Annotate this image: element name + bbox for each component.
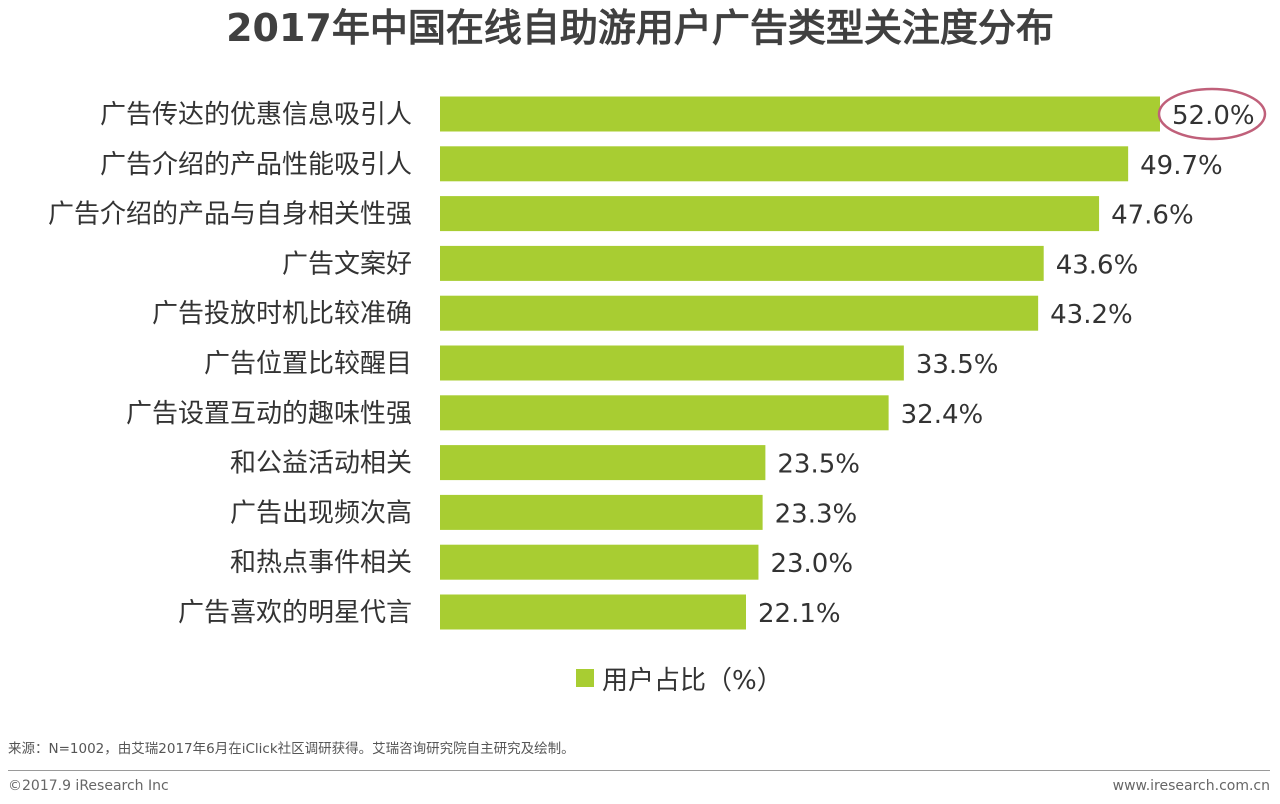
bar [440,345,904,381]
bar [440,445,766,481]
legend: 用户占比（%） [576,660,783,696]
category-label: 广告介绍的产品性能吸引人 [100,150,412,180]
category-label: 和热点事件相关 [230,548,412,578]
category-label: 广告出现频次高 [230,498,412,528]
category-label: 广告喜欢的明星代言 [178,598,412,628]
bar [440,146,1129,182]
category-label: 广告位置比较醒目 [204,349,412,379]
value-label: 43.6% [1056,250,1139,280]
footer-divider [8,770,1270,771]
bar [440,494,763,530]
bar [440,544,759,580]
value-label: 32.4% [901,400,984,430]
category-label: 广告设置互动的趣味性强 [126,399,412,429]
bar [440,295,1039,331]
bar [440,395,889,431]
category-label: 广告文案好 [282,249,412,279]
value-label: 22.1% [758,599,841,629]
legend-swatch [576,669,594,687]
category-label: 广告传达的优惠信息吸引人 [100,100,412,130]
website: www.iresearch.com.cn [1112,778,1270,794]
value-label: 33.5% [916,350,999,380]
value-label: 52.0% [1172,101,1255,131]
value-label: 47.6% [1111,201,1194,231]
value-label: 49.7% [1140,151,1223,181]
bar [440,96,1160,132]
bar-chart: 广告传达的优惠信息吸引人 52.0% 广告介绍的产品性能吸引人 49.7% 广告介绍的产… [48,87,1267,630]
copyright: ©2017.9 iResearch Inc [8,778,169,794]
value-label: 23.5% [777,450,860,480]
source-note: 来源：N=1002，由艾瑞2017年6月在iClick社区调研获得。艾瑞咨询研究… [8,741,575,757]
highlight-ellipse [1157,87,1267,141]
category-label: 广告投放时机比较准确 [152,299,412,329]
value-label: 23.3% [775,499,858,529]
category-label: 广告介绍的产品与自身相关性强 [48,200,412,230]
bar [440,245,1044,281]
legend-label: 用户占比（%） [602,665,783,696]
bar [440,594,746,630]
chart-title: 2017年中国在线自助游用户广告类型关注度分布 [226,6,1054,50]
value-label: 23.0% [770,549,853,579]
category-label: 和公益活动相关 [230,449,412,479]
value-label: 43.2% [1050,300,1133,330]
bar [440,196,1100,232]
